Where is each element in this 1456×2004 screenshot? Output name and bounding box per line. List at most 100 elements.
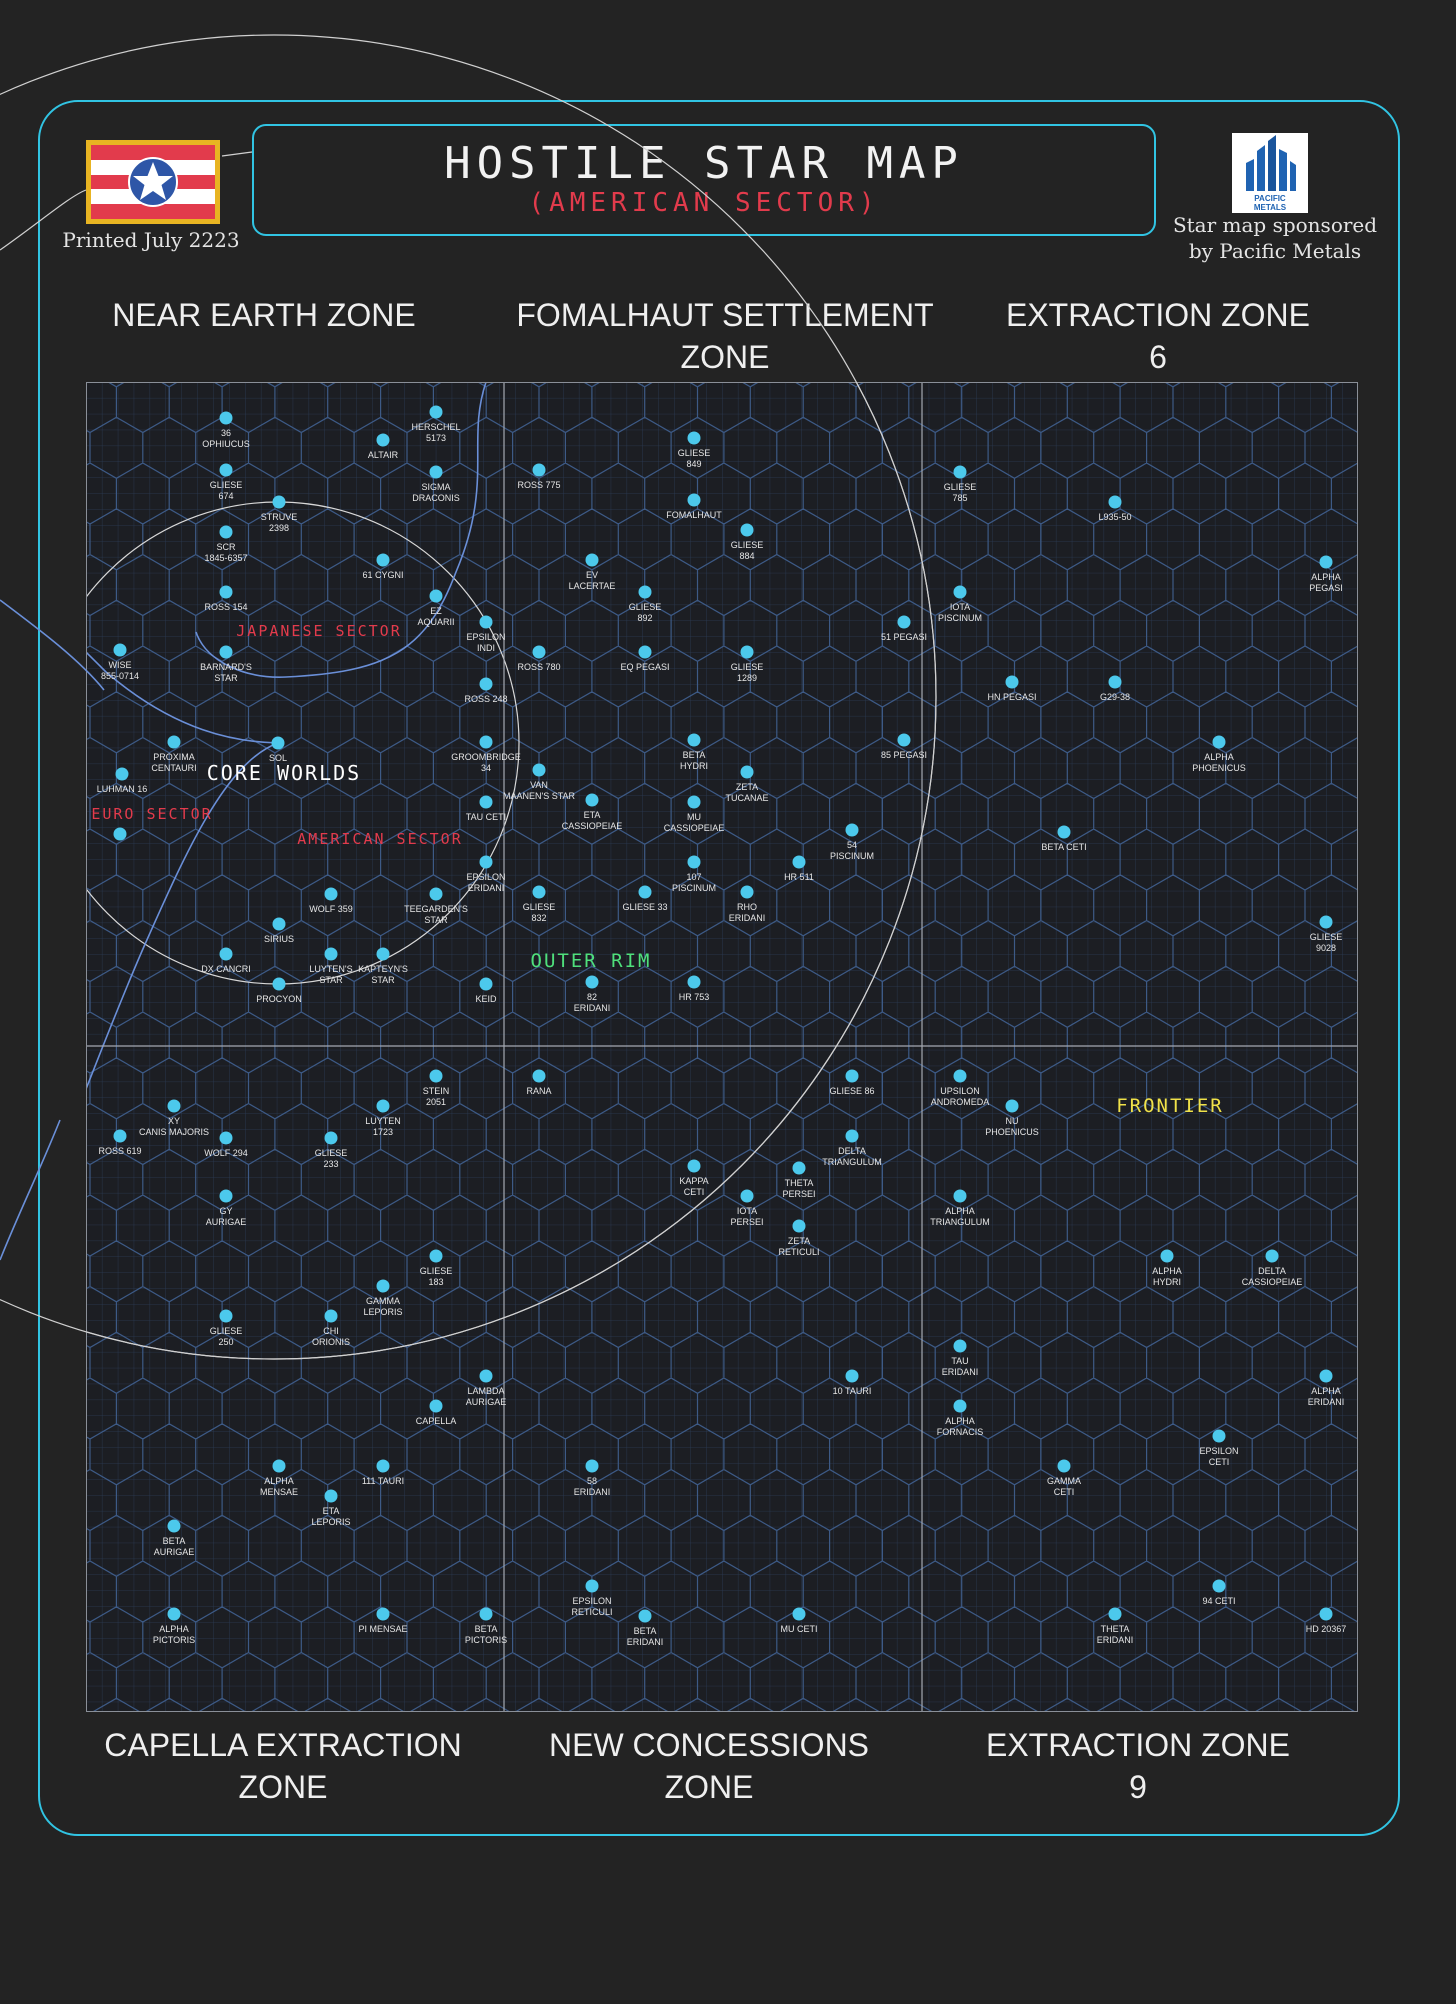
star-dot[interactable] (376, 1279, 390, 1293)
star-dot[interactable] (479, 735, 493, 749)
star-dot[interactable] (585, 975, 599, 989)
star-dot[interactable] (219, 1189, 233, 1203)
star-dot[interactable] (219, 411, 233, 425)
star-dot[interactable] (479, 855, 493, 869)
star-dot[interactable] (479, 677, 493, 691)
star-map[interactable]: 36OPHIUCUSHERSCHEL5173ALTAIRGLIESE674SIG… (86, 382, 1358, 1712)
star-dot[interactable] (1005, 1099, 1019, 1113)
star-marker[interactable]: PI MENSAE (358, 1607, 408, 1635)
star-dot[interactable] (585, 1459, 599, 1473)
star-dot[interactable] (376, 553, 390, 567)
star-dot[interactable] (953, 585, 967, 599)
star-dot[interactable] (324, 1489, 338, 1503)
star-dot[interactable] (953, 1399, 967, 1413)
star-marker[interactable]: 94 CETI (1202, 1579, 1236, 1607)
star-marker[interactable]: BETA CETI (1041, 825, 1087, 853)
star-dot[interactable] (953, 1339, 967, 1353)
star-dot[interactable] (897, 615, 911, 629)
star-dot[interactable] (479, 1369, 493, 1383)
star-dot[interactable] (1057, 825, 1071, 839)
star-marker[interactable]: 10 TAURI (833, 1369, 872, 1397)
star-dot[interactable] (687, 431, 701, 445)
star-dot[interactable] (532, 885, 546, 899)
star-dot[interactable] (219, 463, 233, 477)
star-dot[interactable] (845, 1069, 859, 1083)
star-dot[interactable] (272, 1459, 286, 1473)
star-dot[interactable] (429, 887, 443, 901)
star-dot[interactable] (272, 495, 286, 509)
star-dot[interactable] (219, 1309, 233, 1323)
star-dot[interactable] (167, 1099, 181, 1113)
star-dot[interactable] (687, 975, 701, 989)
star-dot[interactable] (585, 553, 599, 567)
star-dot[interactable] (532, 463, 546, 477)
star-marker[interactable]: MU CETI (781, 1607, 818, 1635)
star-dot[interactable] (113, 1129, 127, 1143)
star-dot[interactable] (1108, 1607, 1122, 1621)
star-dot[interactable] (792, 1607, 806, 1621)
star-dot[interactable] (324, 887, 338, 901)
star-dot[interactable] (429, 589, 443, 603)
star-dot[interactable] (740, 523, 754, 537)
star-marker[interactable]: CAPELLA (416, 1399, 457, 1427)
star-dot[interactable] (1319, 1369, 1333, 1383)
star-dot[interactable] (376, 1099, 390, 1113)
star-dot[interactable] (1057, 1459, 1071, 1473)
star-dot[interactable] (845, 823, 859, 837)
star-dot[interactable] (429, 465, 443, 479)
star-marker[interactable]: 111 TAURI (362, 1459, 404, 1487)
star-dot[interactable] (376, 1459, 390, 1473)
star-dot[interactable] (219, 947, 233, 961)
star-dot[interactable] (792, 855, 806, 869)
star-dot[interactable] (953, 465, 967, 479)
star-dot[interactable] (271, 736, 285, 750)
star-dot[interactable] (638, 585, 652, 599)
star-dot[interactable] (376, 947, 390, 961)
star-marker[interactable]: G29-38 (1100, 675, 1130, 703)
star-dot[interactable] (532, 1069, 546, 1083)
star-dot[interactable] (585, 793, 599, 807)
star-dot[interactable] (792, 1219, 806, 1233)
star-dot[interactable] (479, 1607, 493, 1621)
star-dot[interactable] (167, 735, 181, 749)
star-dot[interactable] (845, 1369, 859, 1383)
star-marker[interactable]: L935-50 (1098, 495, 1132, 523)
star-dot[interactable] (1108, 675, 1122, 689)
star-dot[interactable] (479, 795, 493, 809)
star-dot[interactable] (219, 525, 233, 539)
star-dot[interactable] (1319, 1607, 1333, 1621)
star-dot[interactable] (638, 645, 652, 659)
star-dot[interactable] (429, 1399, 443, 1413)
star-dot[interactable] (687, 733, 701, 747)
star-dot[interactable] (585, 1579, 599, 1593)
star-dot[interactable] (219, 1131, 233, 1145)
star-dot[interactable] (1005, 675, 1019, 689)
star-dot[interactable] (1212, 735, 1226, 749)
star-marker[interactable]: HD 20367 (1306, 1607, 1347, 1635)
star-dot[interactable] (792, 1161, 806, 1175)
star-dot[interactable] (638, 1609, 652, 1623)
star-dot[interactable] (1212, 1429, 1226, 1443)
star-dot[interactable] (429, 1069, 443, 1083)
star-dot[interactable] (272, 977, 286, 991)
star-dot[interactable] (324, 1309, 338, 1323)
